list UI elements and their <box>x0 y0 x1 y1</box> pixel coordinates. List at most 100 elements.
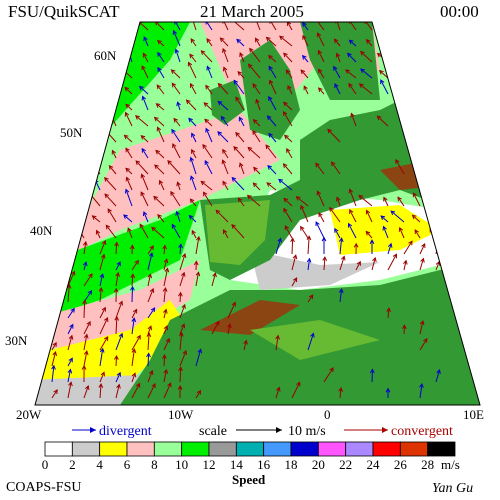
wind-arrowhead <box>338 386 344 392</box>
divergent-label: divergent <box>99 424 152 439</box>
wind-arrowhead <box>18 351 22 355</box>
wind-arrowhead <box>416 132 421 138</box>
wind-arrowhead <box>315 221 320 227</box>
wind-arrow <box>115 242 118 255</box>
wind-arrowhead <box>79 211 84 217</box>
wind-arrow <box>191 230 197 239</box>
wind-arrow <box>423 147 437 159</box>
wind-arrow <box>45 127 53 143</box>
wind-arrowhead <box>14 118 18 122</box>
wind-arrowhead <box>104 193 110 199</box>
wind-arrow <box>303 85 309 95</box>
wind-arrowhead <box>195 271 201 277</box>
colorbar-swatch <box>126 441 155 457</box>
wind-arrow <box>115 356 118 367</box>
wind-arrowhead <box>365 230 371 236</box>
wind-arrow <box>283 111 293 127</box>
wind-arrowhead <box>268 95 273 101</box>
wind-arrowhead <box>331 161 336 167</box>
wind-arrowhead <box>252 130 257 135</box>
wind-arrow <box>131 318 135 335</box>
source-title: FSU/QuikSCAT <box>8 2 120 21</box>
convergent-label: convergent <box>391 424 453 439</box>
wind-arrow <box>107 208 117 223</box>
lon-label: 10W <box>168 407 194 422</box>
wind-zone <box>250 250 380 290</box>
wind-arrowhead <box>396 53 402 59</box>
wind-arrowhead <box>268 79 274 85</box>
colorbar: 0 2 4 6 8 10 12 14 16 18 20 22 24 26 28 <box>42 441 456 472</box>
wind-arrow <box>115 272 119 287</box>
wind-arrowhead <box>60 63 66 69</box>
wind-arrowhead <box>252 182 258 188</box>
wind-arrowhead <box>247 63 253 69</box>
colorbar-swatch <box>372 441 401 457</box>
wind-arrow <box>451 239 459 255</box>
wind-arrowhead <box>387 242 393 248</box>
wind-arrowhead <box>59 48 64 54</box>
wind-arrow <box>179 304 186 319</box>
wind-arrowhead <box>316 32 322 38</box>
wind-arrowhead <box>196 389 202 395</box>
wind-arrow <box>67 382 72 399</box>
wind-arrow <box>20 273 23 286</box>
wind-arrowhead <box>235 131 240 137</box>
wind-arrow <box>83 351 88 367</box>
wind-arrowhead <box>467 301 472 307</box>
wind-arrow <box>191 149 197 159</box>
wind-arrowhead <box>236 38 241 44</box>
wind-arrow <box>236 39 245 47</box>
wind-arrowhead <box>140 191 145 197</box>
wind-arrowhead <box>158 179 164 185</box>
wind-arrow <box>186 99 197 111</box>
wind-arrowhead <box>127 227 132 233</box>
wind-arrow <box>315 163 325 175</box>
wind-arrowhead <box>205 127 210 133</box>
lat-label: 40N <box>30 223 53 238</box>
wind-arrowhead <box>148 369 154 375</box>
wind-arrowhead <box>171 128 176 134</box>
colorbar-tick-label: 0 <box>42 457 49 472</box>
wind-arrow <box>414 22 421 31</box>
wind-arrow <box>380 79 389 95</box>
wind-arrow <box>147 326 152 335</box>
wind-arrow <box>159 180 165 191</box>
wind-arrowhead <box>62 110 67 116</box>
wind-arrow <box>170 191 181 207</box>
wind-arrow <box>123 214 133 223</box>
wind-arrowhead <box>57 31 63 37</box>
wind-arrowhead <box>395 158 400 164</box>
wind-arrow <box>347 53 357 63</box>
wind-arrow <box>16 212 20 222</box>
wind-arrow <box>300 226 309 239</box>
wind-arrow <box>143 36 149 47</box>
wind-arrow <box>51 319 56 335</box>
wind-arrow <box>157 40 165 47</box>
wind-arrow <box>105 224 117 239</box>
wind-arrowhead <box>91 141 96 147</box>
wind-arrowhead <box>200 50 206 55</box>
wind-arrow <box>104 35 117 47</box>
wind-arrowhead <box>353 242 359 248</box>
wind-arrowhead <box>52 350 58 356</box>
wind-arrow <box>78 69 85 79</box>
wind-arrow <box>99 287 102 303</box>
wind-arrow <box>459 35 469 47</box>
wind-arrowhead <box>82 240 88 246</box>
wind-arrow <box>51 273 54 287</box>
wind-arrow <box>15 36 20 46</box>
wind-arrowhead <box>317 87 323 93</box>
wind-arrow <box>141 174 149 191</box>
wind-arrowhead <box>419 320 425 326</box>
wind-arrow <box>105 96 117 111</box>
wind-arrowhead <box>392 22 398 23</box>
wind-arrowhead <box>101 239 107 245</box>
wind-arrowhead <box>178 243 183 249</box>
wind-arrowhead <box>138 85 144 91</box>
wind-arrow <box>268 66 277 79</box>
wind-arrow <box>35 165 37 175</box>
wind-arrow <box>190 157 197 175</box>
wind-arrowhead <box>430 17 433 21</box>
wind-arrowhead <box>468 291 473 297</box>
wind-arrowhead <box>414 165 419 170</box>
